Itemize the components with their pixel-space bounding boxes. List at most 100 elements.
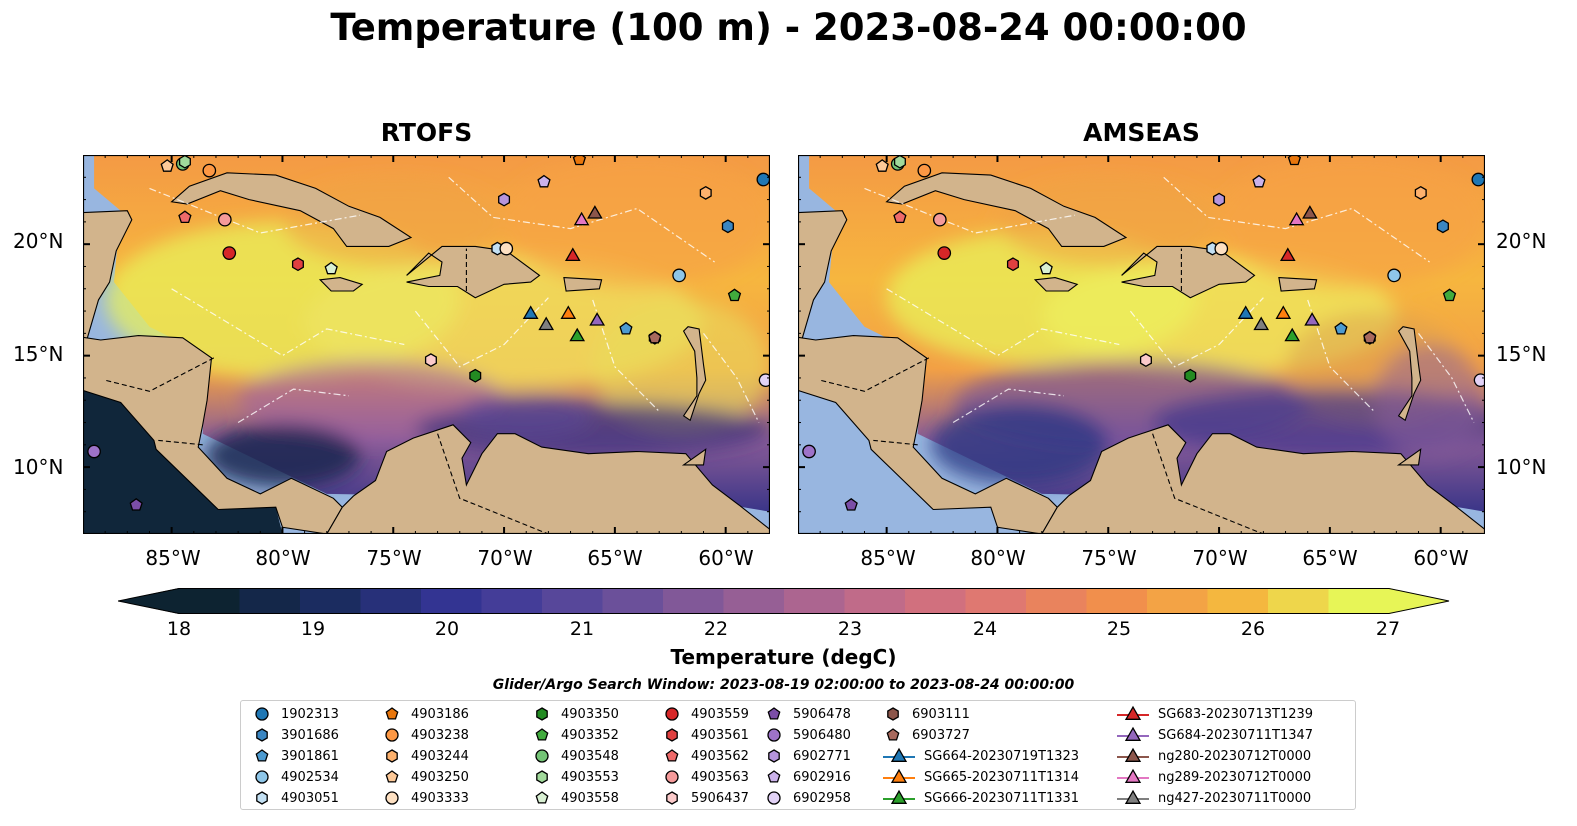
- observation-marker: [1275, 305, 1292, 319]
- triangle-icon: [1124, 747, 1142, 762]
- hexagon-icon: [256, 791, 268, 805]
- legend-label: 4903548: [561, 748, 619, 764]
- observation-marker: [619, 321, 633, 335]
- legend-marker: [1117, 768, 1149, 783]
- legend-marker: [887, 707, 899, 721]
- observation-marker: [699, 185, 712, 200]
- colorbar-segment: [1086, 588, 1148, 614]
- observation-marker: [1473, 373, 1485, 388]
- land-yucatan: [798, 210, 848, 341]
- legend-marker: [1117, 726, 1149, 741]
- legend-label: 6903727: [912, 727, 970, 743]
- colorbar: [118, 588, 1450, 614]
- triangle-icon: [890, 768, 908, 783]
- land-cuba: [170, 172, 413, 247]
- legend-label: ng289-20230712T0000: [1158, 769, 1312, 785]
- lon-label: 85°W: [860, 546, 916, 570]
- legend-item: ng427-20230711T0000: [1116, 788, 1311, 808]
- lon-label: 85°W: [145, 546, 201, 570]
- legend-marker: [536, 707, 548, 721]
- legend-item: 5906480: [763, 725, 851, 745]
- legend-label: 4903244: [411, 748, 469, 764]
- observation-marker: [178, 210, 192, 224]
- colorbar-extend-high: [1389, 588, 1449, 614]
- observation-marker: [1006, 257, 1019, 272]
- legend-marker: [385, 728, 399, 742]
- legend-label: 4903051: [281, 790, 339, 806]
- circle-icon: [385, 791, 399, 805]
- eez-boundary: [1129, 297, 1264, 368]
- map-frame: [83, 155, 770, 534]
- observation-marker: [844, 497, 858, 511]
- legend-label: 3901861: [281, 748, 339, 764]
- hexagon-icon: [536, 770, 548, 784]
- observation-marker: [648, 330, 662, 344]
- colorbar-segment: [663, 588, 725, 614]
- legend-label: 4903562: [691, 748, 749, 764]
- lon-label: 75°W: [366, 546, 422, 570]
- legend-marker: [665, 707, 679, 721]
- legend-label: 6903111: [912, 706, 970, 722]
- observation-marker: [932, 212, 947, 227]
- legend-marker: [535, 728, 549, 741]
- legend-item: 4903051: [251, 788, 339, 808]
- observation-marker: [498, 192, 511, 207]
- eez-boundary: [886, 288, 1120, 357]
- country-border: [820, 357, 930, 392]
- legend-label: 5906480: [793, 727, 851, 743]
- circle-icon: [665, 770, 679, 784]
- legend-item: 4903186: [381, 704, 469, 724]
- land-hispaniola: [1121, 245, 1256, 299]
- observation-marker: [1387, 268, 1401, 283]
- lon-label: 80°W: [970, 546, 1026, 570]
- legend-item: 4903553: [531, 767, 619, 787]
- land-yucatan: [83, 210, 133, 341]
- hexagon-icon: [536, 707, 548, 721]
- legend-marker: [1117, 705, 1149, 720]
- land-trinidad: [1396, 448, 1422, 466]
- legend-marker: [256, 728, 268, 742]
- legend-item: 5906478: [763, 704, 851, 724]
- map-canvas: [83, 155, 770, 534]
- map-panel-amseas: [798, 155, 1485, 534]
- colorbar-segment: [784, 588, 846, 614]
- legend-item: 6903727: [882, 725, 970, 745]
- circle-icon: [665, 707, 679, 721]
- colorbar-segment: [360, 588, 422, 614]
- country-border: [437, 433, 550, 534]
- lat-label: 20°N: [1496, 229, 1547, 253]
- legend-item: 6903111: [882, 704, 970, 724]
- circle-icon: [255, 770, 269, 784]
- legend-label: SG665-20230711T1314: [924, 769, 1080, 785]
- legend-label: 4903563: [691, 769, 749, 785]
- legend-item: 4903352: [531, 725, 619, 745]
- triangle-icon: [1124, 705, 1142, 720]
- legend-item: SG684-20230711T1347: [1116, 725, 1313, 745]
- observation-marker: [1139, 353, 1152, 368]
- observation-marker: [1436, 219, 1449, 234]
- eez-boundary: [414, 297, 549, 368]
- legend-label: 4902534: [281, 769, 339, 785]
- colorbar-tick: 27: [1375, 618, 1401, 640]
- lat-label: 10°N: [13, 455, 64, 479]
- legend-label: 6902958: [793, 790, 851, 806]
- triangle-icon: [1124, 726, 1142, 741]
- observation-marker: [727, 288, 742, 302]
- legend-label: 5906478: [793, 706, 851, 722]
- legend-item: 4903250: [381, 767, 469, 787]
- legend-label: SG664-20230719T1323: [924, 748, 1080, 764]
- triangle-icon: [1124, 768, 1142, 783]
- land-lesser: [682, 326, 707, 422]
- legend-label: 6902916: [793, 769, 851, 785]
- observation-marker: [917, 163, 932, 178]
- observation-marker: [222, 246, 237, 260]
- legend-marker: [385, 707, 399, 720]
- legend-label: 6902771: [793, 748, 851, 764]
- observation-marker: [893, 155, 906, 169]
- observation-marker: [672, 268, 686, 283]
- pentagon-icon: [886, 728, 900, 741]
- observation-marker: [537, 174, 551, 188]
- hexagon-icon: [887, 707, 899, 721]
- observation-marker: [1304, 312, 1321, 326]
- legend-item: SG683-20230713T1239: [1116, 704, 1313, 724]
